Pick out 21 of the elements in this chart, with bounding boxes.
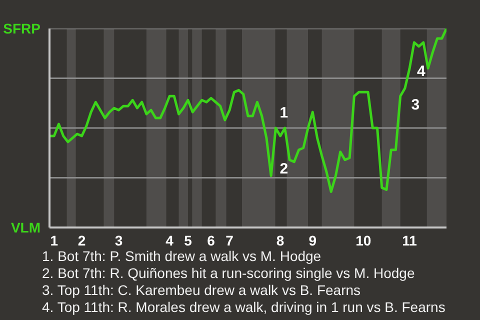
- x-tick-label: 10: [356, 232, 372, 248]
- text: 3. Top 11th: C. Karembeu drew a walk vs B. Fearns: [42, 282, 361, 298]
- x-tick-label: 8: [276, 232, 284, 248]
- x-tick-label: 3: [114, 232, 123, 248]
- text: 4. Top 11th: R. Morales drew a walk, driving in 1 run vs B. Fearns: [42, 299, 446, 315]
- x-tick-label: 6: [207, 232, 216, 248]
- x-tick-label: 4: [166, 232, 174, 248]
- text: 2. Bot 7th: R. Quiñones hit a run-scoring single vs M. Hodge: [42, 265, 415, 281]
- text: VLM: [10, 220, 41, 236]
- text: SFRP: [3, 20, 41, 36]
- x-tick-label: 11: [402, 232, 418, 248]
- x-tick-label: 9: [308, 232, 317, 248]
- annotation: 3: [411, 96, 420, 114]
- annotation: 1: [280, 104, 288, 122]
- x-tick-label: 5: [184, 232, 192, 248]
- x-tick-label: 1: [50, 232, 58, 248]
- annotation: 2: [280, 160, 288, 178]
- text: 1. Bot 7th: P. Smith drew a walk vs M. Hodge: [42, 248, 322, 264]
- x-tick-label: 7: [226, 232, 234, 248]
- annotation: 4: [416, 62, 426, 80]
- x-tick-label: 2: [78, 232, 86, 248]
